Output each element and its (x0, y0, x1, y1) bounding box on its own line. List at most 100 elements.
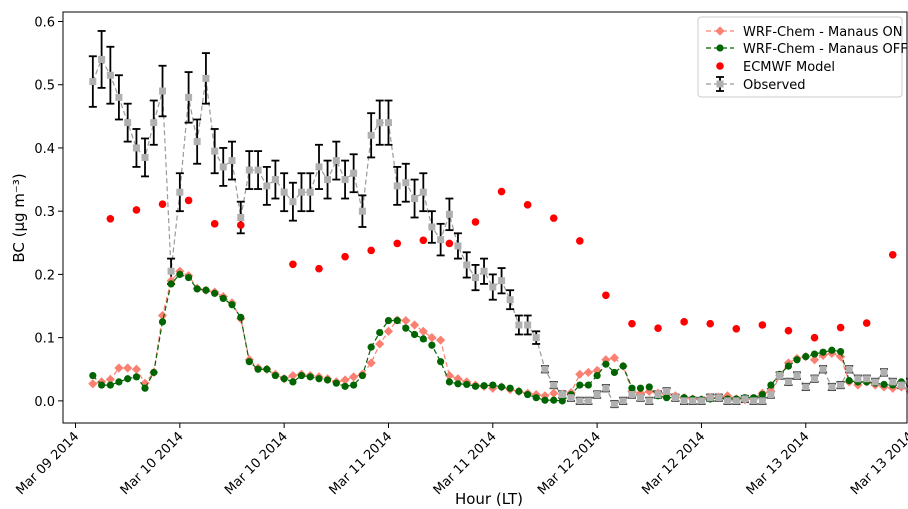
ecmwf-point (158, 200, 167, 209)
observed-point (141, 153, 149, 161)
y-tick-label: 0.2 (34, 268, 55, 283)
ecmwf-point (680, 318, 688, 326)
ecmwf-point (576, 237, 584, 245)
observed-point (567, 394, 575, 402)
manaus-off-point (437, 358, 445, 366)
manaus-on-point (583, 367, 593, 378)
manaus-off-point (185, 273, 193, 282)
ecmwf-point (862, 319, 871, 327)
manaus-off-point (802, 353, 810, 361)
manaus-on-point (418, 326, 428, 336)
manaus-off-point (767, 381, 775, 389)
observed-point (880, 368, 888, 376)
manaus-off-point (158, 318, 167, 326)
observed-point (393, 182, 401, 190)
observed-point (202, 74, 210, 82)
observed-point (515, 321, 523, 329)
manaus-off-point (558, 397, 566, 405)
manaus-off-point (602, 360, 610, 368)
ecmwf-point (341, 252, 349, 261)
ecmwf-point (810, 333, 819, 342)
observed-point (89, 78, 97, 86)
observed-point (645, 397, 653, 405)
legend-handle-off (716, 44, 724, 52)
manaus-off-point (297, 371, 306, 380)
manaus-off-point (106, 381, 114, 389)
plot-area (88, 30, 908, 409)
x-tick-label: Mar 10 2014 (222, 429, 291, 498)
manaus-off-point (141, 384, 149, 392)
manaus-on-point (809, 355, 820, 365)
manaus-off-point (341, 382, 349, 390)
observed-point (741, 395, 749, 403)
x-axis-label: Hour (LT) (455, 490, 523, 508)
manaus-off-point (384, 316, 393, 325)
observed-point (106, 71, 114, 79)
manaus-off-point (97, 381, 106, 389)
observed-point (384, 119, 392, 127)
manaus-off-point (593, 371, 601, 380)
manaus-off-point (132, 373, 141, 381)
ecmwf-point (732, 324, 741, 333)
observed-point (828, 383, 836, 391)
manaus-off-point (202, 286, 210, 294)
manaus-off-point (584, 381, 592, 389)
legend-handle-observed (716, 80, 724, 88)
observed-point (489, 283, 497, 291)
manaus-on-point (288, 370, 298, 381)
observed-point (767, 391, 775, 399)
x-tick-label: Mar 12 2014 (535, 429, 604, 498)
observed-point (159, 87, 167, 95)
observed-point (411, 195, 419, 203)
manaus-off-point (663, 394, 671, 402)
manaus-off-point (393, 316, 401, 325)
observed-point (471, 274, 479, 282)
manaus-off-point (463, 380, 471, 389)
manaus-off-point (228, 301, 236, 309)
legend-entry-label: Observed (743, 78, 806, 93)
observed-point (680, 397, 688, 405)
ecmwf-point (628, 319, 636, 328)
manaus-on-point (592, 365, 602, 376)
observed-point (428, 223, 436, 231)
ecmwf-point (836, 323, 845, 332)
observed-point (463, 261, 471, 269)
manaus-on-point (540, 391, 550, 401)
observed-point (98, 55, 106, 63)
observed-point (341, 176, 349, 184)
observed-point (724, 397, 732, 405)
manaus-off-point (636, 384, 645, 392)
y-tick-label: 0.3 (34, 205, 55, 220)
manaus-off-point (237, 313, 245, 322)
observed-point (176, 188, 184, 196)
observed-point (845, 365, 853, 373)
observed-point (297, 188, 305, 196)
ecmwf-point (523, 201, 532, 209)
manaus-off-point (315, 375, 323, 383)
manaus-off-point (410, 330, 419, 339)
manaus-on-point (549, 388, 559, 398)
observed-point (697, 397, 705, 405)
manaus-on-point (157, 310, 168, 321)
x-tick-label: Mar 13 2014 (744, 429, 813, 498)
x-tick-label: Mar 12 2014 (639, 429, 708, 498)
y-tick-label: 0.0 (34, 395, 55, 410)
manaus-on-point (383, 326, 394, 336)
ecmwf-point (210, 220, 219, 228)
manaus-on-point (349, 372, 359, 382)
observed-point (402, 179, 410, 187)
observed-point (211, 147, 219, 155)
y-axis-label: BC (μg m⁻³) (10, 173, 28, 262)
ecmwf-point (445, 239, 454, 248)
manaus-off-point (419, 335, 427, 343)
manaus-off-point (532, 394, 540, 402)
series-line (92, 58, 908, 405)
manaus-off-point (837, 347, 845, 356)
manaus-on-point (436, 335, 446, 345)
observed-point (376, 119, 384, 127)
observed-point (619, 397, 627, 405)
manaus-off-point (471, 382, 480, 390)
y-tick-label: 0.4 (34, 142, 55, 157)
manaus-off-point (245, 358, 253, 366)
manaus-off-point (497, 383, 506, 391)
